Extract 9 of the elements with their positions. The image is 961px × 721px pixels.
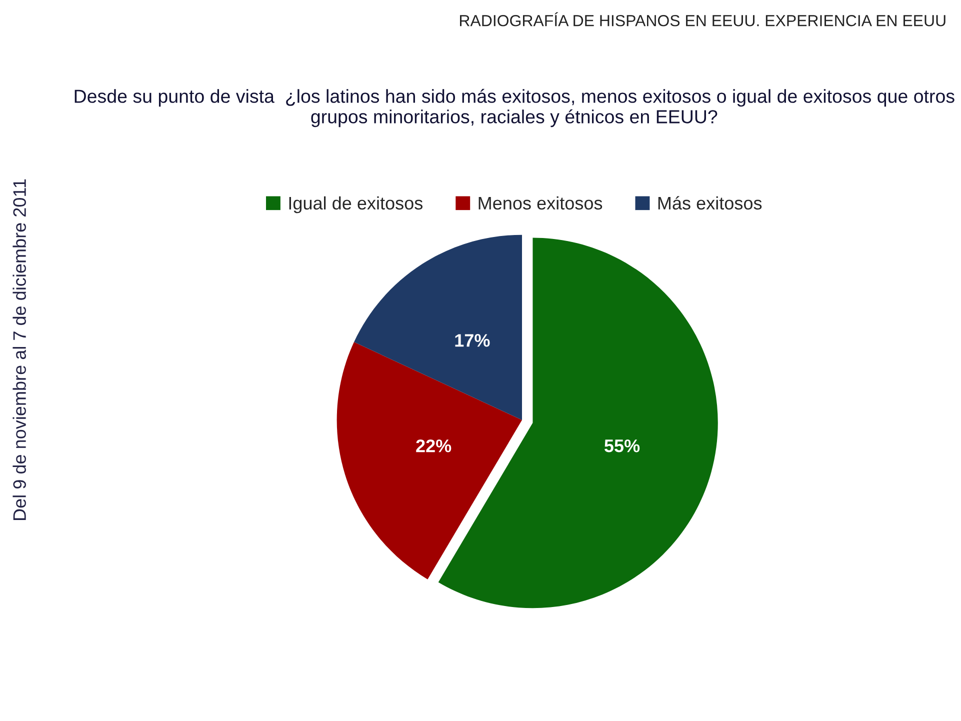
chart-title: RADIOGRAFÍA DE HISPANOS EN EEUU. EXPERIENCIA EN EEUU <box>460 12 946 26</box>
legend-label: Más exitosos <box>658 196 762 210</box>
legend-label: Menos exitosos <box>478 196 602 210</box>
text: Del 9 de noviembre al 7 de diciembre 2011 <box>12 179 26 520</box>
data-label: 22% <box>416 439 452 452</box>
data-label: 17% <box>455 334 490 347</box>
data-label: 55% <box>604 440 640 452</box>
legend-label: Igual de exitosos <box>289 196 423 214</box>
chart-subtitle: Desde su punto de vista ¿los latinos han sido más exitosos, menos exitosos o igual de exitosos que otros grupos minoritarios, raciales y étnicos en EEUU? <box>74 88 954 128</box>
